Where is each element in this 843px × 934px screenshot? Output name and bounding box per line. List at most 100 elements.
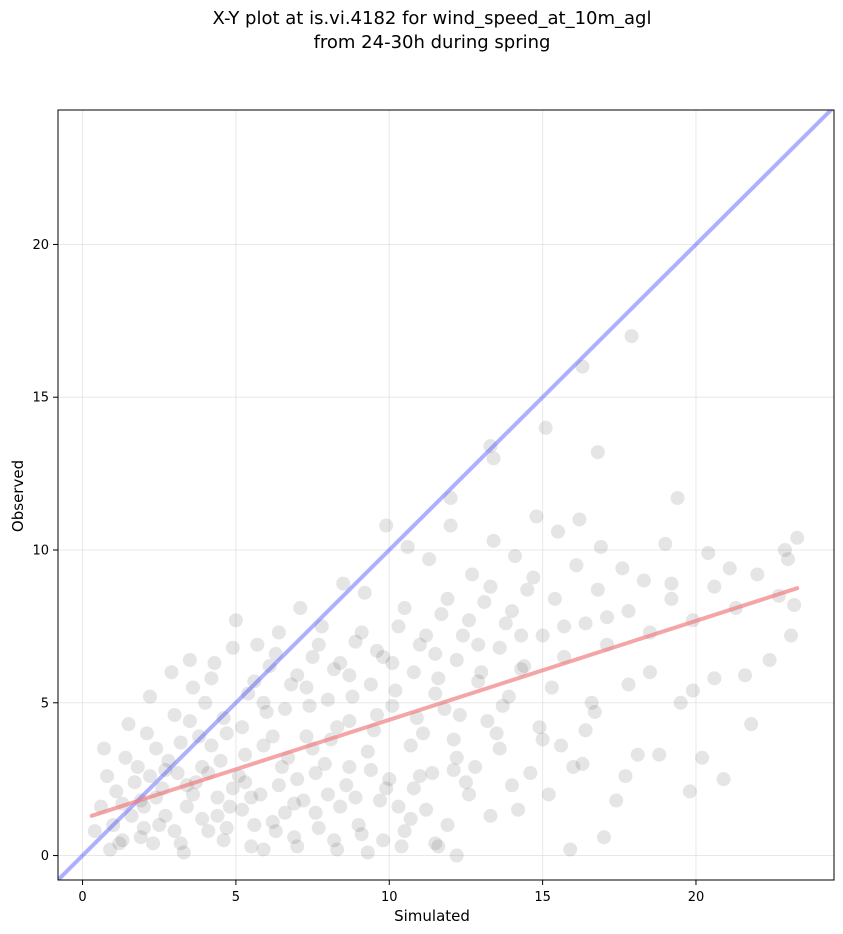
data-point xyxy=(391,799,406,814)
data-point xyxy=(290,772,305,787)
data-point xyxy=(192,729,207,744)
data-point xyxy=(428,646,443,661)
data-point xyxy=(618,769,633,784)
data-point xyxy=(139,726,154,741)
data-point xyxy=(584,695,599,710)
data-point xyxy=(391,619,406,634)
data-point xyxy=(547,591,562,606)
data-point xyxy=(428,686,443,701)
data-point xyxy=(468,759,483,774)
data-point xyxy=(363,763,378,777)
data-point xyxy=(259,704,274,719)
data-point xyxy=(483,808,498,823)
data-point xyxy=(320,787,335,802)
data-point xyxy=(167,708,182,722)
data-point xyxy=(277,805,292,820)
data-point xyxy=(348,790,363,805)
grid xyxy=(58,110,834,880)
data-point xyxy=(520,582,535,597)
plot-frame xyxy=(57,109,835,881)
data-point xyxy=(403,811,418,826)
data-point xyxy=(369,708,384,722)
data-point xyxy=(238,775,253,790)
data-point xyxy=(474,665,489,680)
identity-line xyxy=(58,110,834,880)
y-axis-ticks: 0 5 10 15 20 xyxy=(32,238,58,864)
data-point xyxy=(225,781,240,796)
data-point xyxy=(330,720,345,735)
data-point xyxy=(471,637,486,652)
data-point xyxy=(514,628,529,643)
data-point xyxy=(630,747,645,762)
data-point xyxy=(210,790,225,805)
data-point xyxy=(185,787,200,802)
data-point xyxy=(354,625,369,640)
data-point xyxy=(253,787,268,802)
data-point xyxy=(529,509,544,524)
data-point xyxy=(492,640,507,655)
data-point xyxy=(354,827,369,842)
data-point xyxy=(575,359,590,374)
data-point xyxy=(327,833,342,848)
data-point xyxy=(400,539,415,554)
chart-title-line-1: X-Y plot at is.vi.4182 for wind_speed_at… xyxy=(213,8,652,29)
data-point xyxy=(483,579,498,594)
data-point xyxy=(652,747,667,762)
data-point xyxy=(590,582,605,597)
x-tick-label: 0 xyxy=(78,890,86,905)
data-point xyxy=(563,842,578,857)
data-point xyxy=(762,653,777,667)
data-point xyxy=(274,759,289,774)
data-point xyxy=(244,790,259,805)
data-point xyxy=(428,836,443,851)
data-point xyxy=(787,598,802,612)
data-point xyxy=(143,689,158,704)
data-point xyxy=(167,824,182,839)
data-point xyxy=(195,811,210,826)
data-points xyxy=(87,329,805,863)
data-point xyxy=(394,839,409,854)
data-point xyxy=(412,769,427,784)
data-point xyxy=(544,680,559,695)
data-point xyxy=(201,824,216,839)
data-point xyxy=(204,738,219,753)
data-point xyxy=(504,604,519,619)
data-point xyxy=(339,778,354,793)
data-point xyxy=(554,738,569,753)
data-point xyxy=(431,671,446,686)
data-point xyxy=(590,445,605,460)
data-point xyxy=(219,821,234,836)
data-point xyxy=(578,723,593,738)
data-point xyxy=(238,747,253,762)
data-point xyxy=(152,818,167,832)
data-point xyxy=(130,759,145,774)
y-tick-label: 5 xyxy=(41,696,49,711)
x-axis-label: Simulated xyxy=(394,907,470,925)
data-point xyxy=(511,802,526,817)
data-point xyxy=(314,619,329,634)
data-point xyxy=(593,539,608,554)
data-point xyxy=(535,732,550,747)
data-point xyxy=(179,799,194,814)
data-point xyxy=(596,830,611,845)
data-point xyxy=(379,781,394,796)
regression-line xyxy=(89,586,800,818)
data-point xyxy=(415,726,430,741)
data-point xyxy=(219,726,234,741)
data-point xyxy=(449,750,464,765)
data-point xyxy=(716,772,731,787)
y-tick-label: 10 xyxy=(32,544,49,559)
data-point xyxy=(486,533,501,548)
data-point xyxy=(673,695,688,710)
data-point xyxy=(495,698,510,713)
data-point xyxy=(587,704,602,719)
data-point xyxy=(327,662,342,677)
data-point xyxy=(376,649,391,664)
data-point xyxy=(136,799,151,814)
data-point xyxy=(532,720,547,735)
data-point xyxy=(345,689,360,704)
data-point xyxy=(207,656,222,671)
reference-lines xyxy=(58,110,834,880)
data-point xyxy=(385,698,400,713)
data-point xyxy=(434,607,449,622)
